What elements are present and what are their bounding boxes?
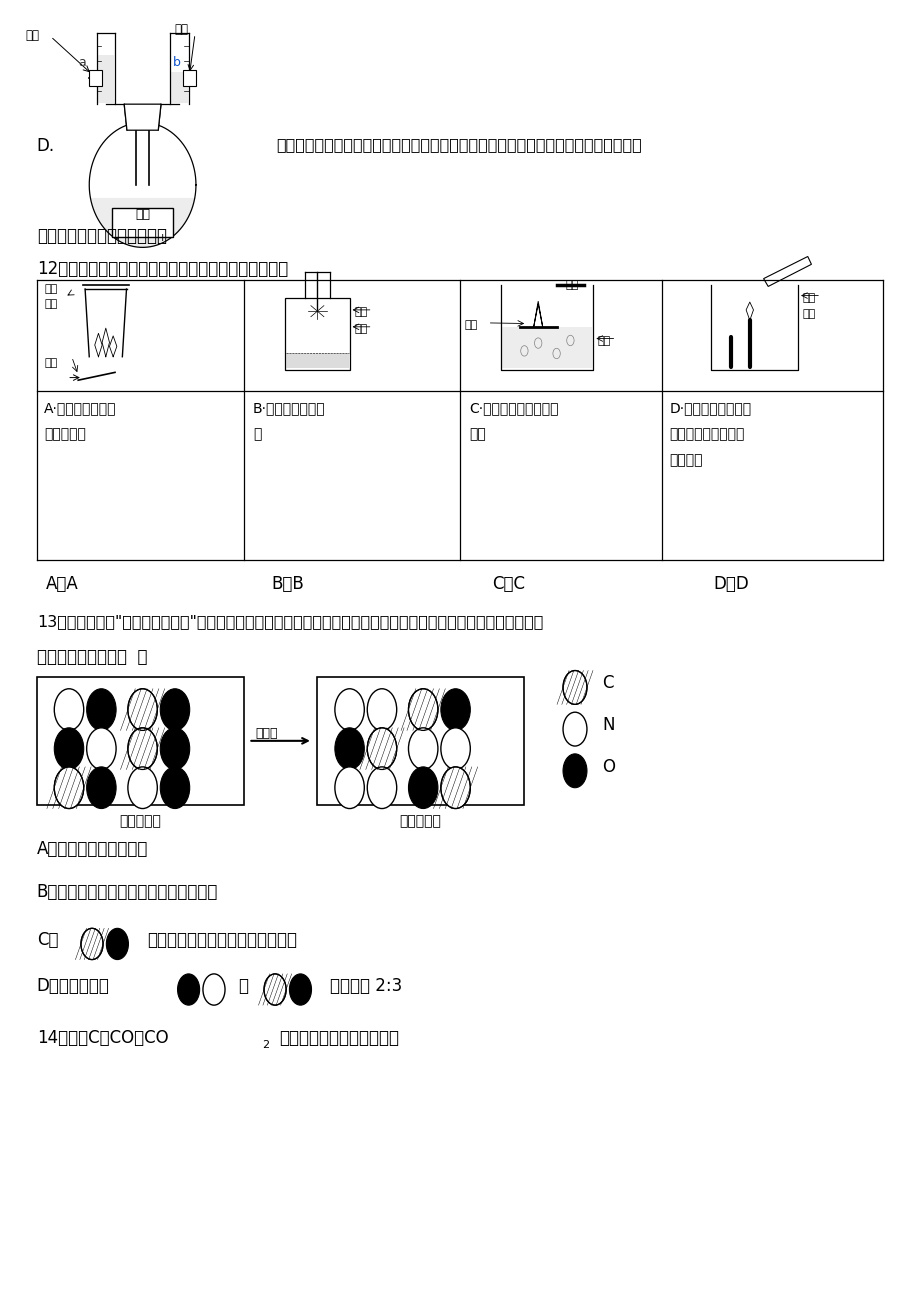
Text: 的低: 的低 [469, 427, 485, 441]
Circle shape [203, 974, 225, 1005]
FancyBboxPatch shape [317, 677, 524, 805]
Text: 干冷: 干冷 [44, 284, 57, 294]
Text: 甲烷: 甲烷 [44, 358, 57, 368]
Circle shape [128, 689, 157, 730]
Circle shape [440, 689, 470, 730]
Circle shape [128, 767, 157, 809]
Text: O: O [602, 758, 615, 776]
Circle shape [107, 928, 129, 960]
Polygon shape [171, 72, 187, 103]
Text: 活塞: 活塞 [26, 29, 40, 42]
Text: D．D: D．D [712, 575, 748, 594]
Text: （反应前）: （反应前） [119, 814, 161, 828]
Text: D．参加反应的: D．参加反应的 [37, 976, 109, 995]
Circle shape [408, 728, 437, 769]
Text: -: - [114, 233, 118, 243]
Text: +: + [158, 233, 167, 243]
Circle shape [367, 767, 396, 809]
Text: 催化剂: 催化剂 [255, 727, 278, 740]
Text: A．A: A．A [46, 575, 79, 594]
Text: 13．如图是汽车"尾气催化转换器"将尾气中有毒气体转变为无毒气体的值观示意图，其中不同的圆球代表不同原子。: 13．如图是汽车"尾气催化转换器"将尾气中有毒气体转变为无毒气体的值观示意图，其… [37, 615, 542, 630]
Circle shape [128, 728, 157, 769]
Text: C·白磷的着火点比红磷: C·白磷的着火点比红磷 [469, 401, 558, 415]
Text: 空气大，不燃烧也不: 空气大，不燃烧也不 [669, 427, 744, 441]
Text: 铁丝: 铁丝 [354, 324, 367, 335]
Circle shape [367, 728, 396, 769]
Text: B．B: B．B [271, 575, 304, 594]
Circle shape [408, 689, 437, 730]
Text: b: b [173, 56, 181, 69]
Text: D.: D. [37, 137, 55, 155]
Text: 化碳: 化碳 [801, 309, 815, 319]
Polygon shape [502, 328, 592, 368]
Text: 活塞: 活塞 [175, 23, 188, 36]
Circle shape [54, 767, 84, 809]
FancyBboxPatch shape [112, 208, 173, 237]
Text: 二氧: 二氧 [801, 293, 815, 303]
Polygon shape [763, 256, 811, 286]
Circle shape [86, 728, 116, 769]
Bar [183, 70, 196, 86]
Circle shape [562, 754, 586, 788]
Text: 红磷: 红磷 [565, 280, 578, 290]
Text: 下列说法正确的是（  ）: 下列说法正确的是（ ） [37, 648, 147, 667]
Text: 烧杯: 烧杯 [44, 299, 57, 310]
Text: 电源: 电源 [135, 208, 150, 221]
Circle shape [562, 712, 586, 746]
Circle shape [86, 767, 116, 809]
Text: 2: 2 [262, 1040, 269, 1051]
Text: a: a [78, 56, 85, 69]
Text: 12．根据下图所示实验分析得出的结论中，不正确的是: 12．根据下图所示实验分析得出的结论中，不正确的是 [37, 260, 288, 279]
Text: 极易与人体血液中的血红蛋白结合: 极易与人体血液中的血红蛋白结合 [147, 931, 297, 949]
Circle shape [335, 728, 364, 769]
Text: C．C: C．C [492, 575, 525, 594]
Text: 水雾，说明氢气燃烧生成了水: 水雾，说明氢气燃烧生成了水 [37, 227, 166, 245]
Text: 氧气: 氧气 [354, 307, 367, 318]
Text: 断开电源，打开左侧活塞，点燃气体，并将干冷的烧杯罩在火焰上方，若烧杯内壁出现: 断开电源，打开左侧活塞，点燃气体，并将干冷的烧杯罩在火焰上方，若烧杯内壁出现 [276, 137, 641, 152]
Text: C: C [602, 674, 614, 693]
Circle shape [54, 728, 84, 769]
Circle shape [54, 689, 84, 730]
Circle shape [440, 767, 470, 809]
Text: N: N [602, 716, 615, 734]
Text: B．原子是保持物质化学性质的最小微粒: B．原子是保持物质化学性质的最小微粒 [37, 883, 218, 901]
Text: D·二氧化碳的密度比: D·二氧化碳的密度比 [669, 401, 751, 415]
Polygon shape [97, 55, 114, 103]
Circle shape [408, 767, 437, 809]
Polygon shape [124, 104, 161, 130]
Text: 白磷: 白磷 [464, 320, 477, 331]
Text: B·铁能在氧气中燃: B·铁能在氧气中燃 [253, 401, 325, 415]
Circle shape [86, 689, 116, 730]
Circle shape [81, 928, 103, 960]
Circle shape [440, 728, 470, 769]
Polygon shape [286, 353, 348, 368]
Circle shape [177, 974, 199, 1005]
Circle shape [335, 767, 364, 809]
Text: 14．关于C、CO、CO: 14．关于C、CO、CO [37, 1029, 168, 1047]
Circle shape [160, 767, 189, 809]
Text: A·甲烷燃烧生成二: A·甲烷燃烧生成二 [44, 401, 117, 415]
FancyBboxPatch shape [37, 677, 244, 805]
Text: （反应后）: （反应后） [399, 814, 441, 828]
Circle shape [289, 974, 312, 1005]
Bar [89, 70, 102, 86]
Text: 三种物质的说法中正确的是: 三种物质的说法中正确的是 [278, 1029, 398, 1047]
Circle shape [160, 728, 189, 769]
Text: 与: 与 [238, 976, 248, 995]
Text: 热水: 热水 [597, 336, 610, 346]
Text: C．: C． [37, 931, 58, 949]
Circle shape [367, 689, 396, 730]
Text: 烧: 烧 [253, 427, 261, 441]
Circle shape [160, 689, 189, 730]
Circle shape [264, 974, 286, 1005]
Text: 个数比为 2:3: 个数比为 2:3 [330, 976, 403, 995]
FancyBboxPatch shape [285, 298, 349, 370]
Circle shape [562, 671, 586, 704]
Text: 氧化碳和水: 氧化碳和水 [44, 427, 86, 441]
Circle shape [335, 689, 364, 730]
Text: A．反应物中有单质参加: A．反应物中有单质参加 [37, 840, 148, 858]
Text: 支持燃烧: 支持燃烧 [669, 453, 702, 467]
